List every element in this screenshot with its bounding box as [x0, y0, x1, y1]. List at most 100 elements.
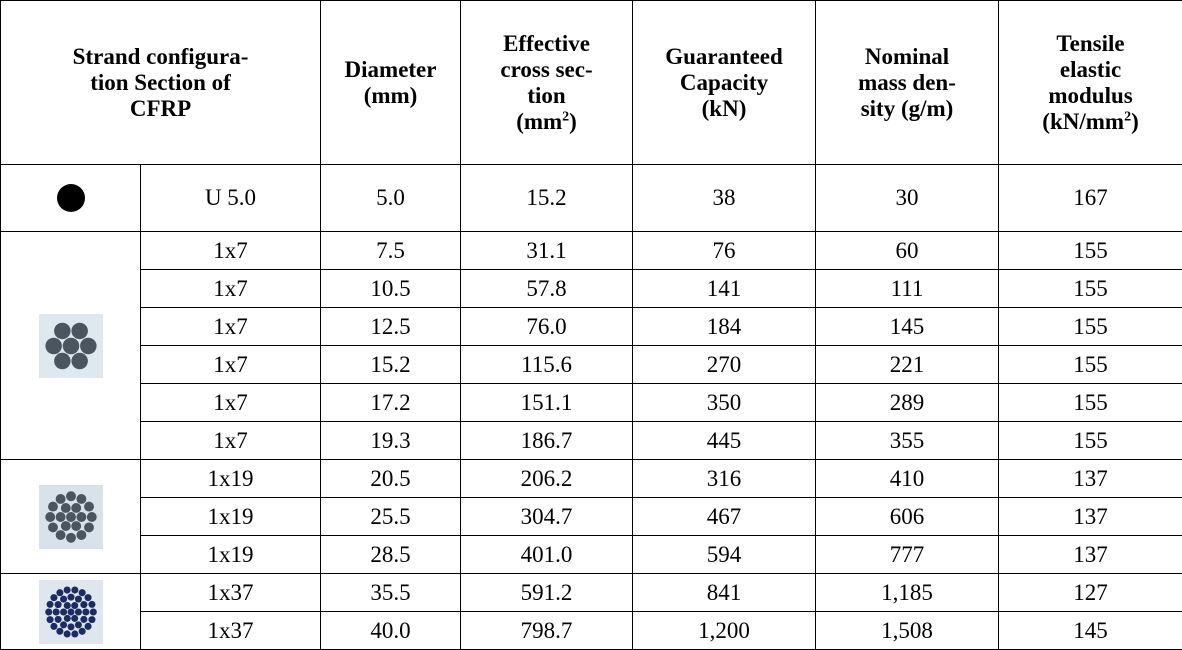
data-cell: 1x7 [141, 270, 321, 308]
data-cell: 1x37 [141, 574, 321, 612]
data-cell: 145 [999, 612, 1182, 650]
data-cell: 155 [999, 308, 1182, 346]
header-line: Diameter [321, 57, 460, 83]
header-line: mass den- [816, 70, 998, 96]
data-cell: 1x7 [141, 346, 321, 384]
header-line: (kN) [633, 96, 815, 122]
data-cell: 35.5 [321, 574, 461, 612]
data-cell: 350 [633, 384, 816, 422]
header-line: cross sec- [461, 57, 632, 83]
data-cell: 1x7 [141, 232, 321, 270]
data-cell: 206.2 [461, 460, 633, 498]
icon-cell [1, 574, 141, 650]
data-cell: 38 [633, 165, 816, 232]
data-cell: 40.0 [321, 612, 461, 650]
data-cell: 155 [999, 346, 1182, 384]
data-cell: 167 [999, 165, 1182, 232]
data-cell: 111 [816, 270, 999, 308]
data-cell: 186.7 [461, 422, 633, 460]
header-unit: (kN/mm2) [999, 109, 1182, 135]
data-cell: 30 [816, 165, 999, 232]
data-cell: U 5.0 [141, 165, 321, 232]
data-cell: 221 [816, 346, 999, 384]
data-cell: 137 [999, 536, 1182, 574]
data-cell: 12.5 [321, 308, 461, 346]
data-cell: 155 [999, 270, 1182, 308]
header-line: elastic [999, 57, 1182, 83]
data-cell: 1x19 [141, 460, 321, 498]
data-cell: 777 [816, 536, 999, 574]
data-cell: 591.2 [461, 574, 633, 612]
header-line: Guaranteed [633, 44, 815, 70]
header-cell: Diameter(mm) [321, 1, 461, 165]
header-line: Capacity [633, 70, 815, 96]
header-line: Strand configura- [1, 44, 320, 70]
header-line: Nominal [816, 44, 998, 70]
strand-icon [39, 485, 103, 549]
header-line: Tensile [999, 31, 1182, 57]
data-cell: 445 [633, 422, 816, 460]
data-cell: 115.6 [461, 346, 633, 384]
data-cell: 76 [633, 232, 816, 270]
icon-cell [1, 460, 141, 574]
header-line: tion [461, 83, 632, 109]
data-cell: 594 [633, 536, 816, 574]
data-cell: 57.8 [461, 270, 633, 308]
strand-icon [39, 166, 103, 230]
data-cell: 137 [999, 498, 1182, 536]
data-cell: 155 [999, 384, 1182, 422]
data-cell: 467 [633, 498, 816, 536]
data-cell: 304.7 [461, 498, 633, 536]
data-cell: 155 [999, 232, 1182, 270]
data-cell: 1x19 [141, 498, 321, 536]
data-cell: 841 [633, 574, 816, 612]
data-cell: 316 [633, 460, 816, 498]
data-cell: 151.1 [461, 384, 633, 422]
data-cell: 606 [816, 498, 999, 536]
unit-text: (kN/mm [1042, 109, 1124, 134]
data-cell: 28.5 [321, 536, 461, 574]
data-cell: 355 [816, 422, 999, 460]
header-line: (mm) [321, 83, 460, 109]
data-cell: 155 [999, 422, 1182, 460]
data-cell: 1x37 [141, 612, 321, 650]
unit-text: ) [569, 109, 577, 134]
data-cell: 5.0 [321, 165, 461, 232]
data-cell: 1x7 [141, 384, 321, 422]
data-cell: 60 [816, 232, 999, 270]
data-cell: 19.3 [321, 422, 461, 460]
data-cell: 127 [999, 574, 1182, 612]
header-unit: (mm2) [461, 109, 632, 135]
data-cell: 1,508 [816, 612, 999, 650]
data-cell: 410 [816, 460, 999, 498]
unit-text: (mm [516, 109, 562, 134]
data-cell: 1x19 [141, 536, 321, 574]
icon-cell [1, 232, 141, 460]
data-cell: 7.5 [321, 232, 461, 270]
data-cell: 1x7 [141, 308, 321, 346]
unit-sup: 2 [1124, 109, 1131, 124]
data-cell: 1,185 [816, 574, 999, 612]
data-cell: 15.2 [321, 346, 461, 384]
data-cell: 25.5 [321, 498, 461, 536]
data-cell: 289 [816, 384, 999, 422]
data-cell: 10.5 [321, 270, 461, 308]
header-line: modulus [999, 83, 1182, 109]
data-cell: 137 [999, 460, 1182, 498]
